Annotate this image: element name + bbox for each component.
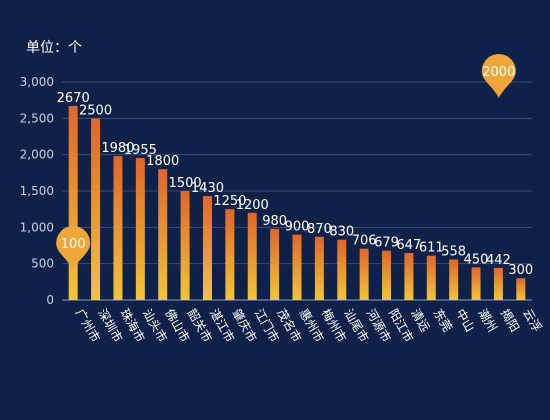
x-tick-label: 中山 <box>453 306 478 334</box>
data-label: 1250 <box>213 194 246 209</box>
data-label: 1955 <box>124 143 157 158</box>
data-label: 300 <box>508 263 533 278</box>
data-label: 442 <box>486 253 511 268</box>
data-label: 1200 <box>236 198 269 213</box>
data-label: 1980 <box>101 141 134 156</box>
x-tick-label: 东莞 <box>431 307 455 335</box>
bar <box>91 118 101 300</box>
bar <box>68 105 78 300</box>
data-label: 900 <box>285 220 310 235</box>
y-tick-label: 3,000 <box>20 75 54 89</box>
x-tick-label: 揭阳 <box>498 306 523 334</box>
data-label: 1800 <box>146 154 179 169</box>
data-label: 679 <box>374 236 399 251</box>
max-marker-shape <box>481 54 516 98</box>
bar <box>225 209 235 300</box>
y-tick-label: 0 <box>46 293 54 307</box>
bar <box>449 259 459 300</box>
bar <box>426 255 436 300</box>
y-tick-label: 1,000 <box>20 220 54 234</box>
unit-label: 单位：个 <box>26 40 82 56</box>
data-label: 558 <box>441 244 466 259</box>
data-label: 450 <box>464 252 489 267</box>
bar <box>158 169 168 300</box>
bar <box>337 239 347 300</box>
x-tick-label: 云浮 <box>520 307 544 335</box>
y-tick-label: 2,000 <box>20 148 54 162</box>
bar <box>270 228 280 300</box>
bars <box>68 105 526 300</box>
bar <box>202 196 212 300</box>
data-label: 2500 <box>79 103 112 118</box>
max-marker: 2000 <box>481 54 516 98</box>
bar <box>516 278 526 300</box>
max-marker-label: 2000 <box>482 65 515 80</box>
bar <box>292 234 302 300</box>
min-marker-label: 100 <box>61 237 86 252</box>
y-tick-label: 1,500 <box>20 184 54 198</box>
data-label: 870 <box>307 222 332 237</box>
bar <box>493 267 503 300</box>
x-axis: 广州市深圳市珠海市汕头市佛山市韶关市湛江市肇庆市江门市茂名市惠州市梅州市汕尾市河… <box>73 306 545 345</box>
y-tick-label: 500 <box>31 257 54 271</box>
bar <box>382 250 392 300</box>
bar <box>359 248 369 300</box>
markers: 2000 100 <box>56 54 516 270</box>
y-axis: 0 500 1,000 1,500 2,000 2,500 3,000 <box>20 75 54 307</box>
bar <box>471 267 481 300</box>
data-label: 980 <box>262 214 287 229</box>
bar <box>314 236 324 300</box>
min-marker: 100 <box>56 226 91 270</box>
data-label: 830 <box>329 225 354 240</box>
bar <box>113 156 123 300</box>
data-label: 1430 <box>191 181 224 196</box>
y-tick-label: 2,500 <box>20 111 54 125</box>
data-label: 647 <box>396 238 421 253</box>
min-marker-shape <box>56 226 91 270</box>
bar <box>180 191 190 300</box>
bar <box>135 157 145 300</box>
data-label: 706 <box>352 234 377 249</box>
x-tick-label: 潮州 <box>475 306 500 334</box>
data-label: 1500 <box>169 176 202 191</box>
bar <box>404 252 414 300</box>
data-label: 611 <box>419 241 444 256</box>
data-label: 2670 <box>57 91 90 106</box>
bar <box>247 212 257 300</box>
